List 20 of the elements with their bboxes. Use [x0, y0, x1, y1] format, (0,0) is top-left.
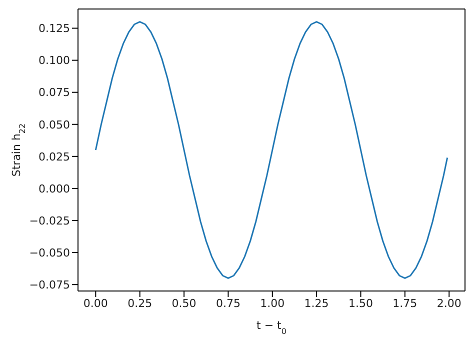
- x-tick-label: 2.00: [436, 296, 462, 310]
- y-tick-label: 0.025: [38, 150, 70, 164]
- y-tick-label: −0.075: [29, 278, 70, 292]
- x-tick-label: 0.50: [172, 296, 196, 310]
- x-tick-label: 1.00: [260, 296, 285, 310]
- y-tick-label: 0.000: [38, 182, 70, 196]
- y-tick-label: −0.025: [29, 214, 70, 228]
- x-tick-label: 1.50: [348, 296, 373, 310]
- y-tick-label: 0.100: [38, 54, 70, 68]
- x-tick-label: 0.75: [216, 296, 240, 310]
- y-tick-label: 0.075: [38, 86, 70, 100]
- y-tick-label: 0.125: [38, 22, 70, 36]
- x-axis-title: t − t$_{0}$: [256, 319, 286, 336]
- line-series: [94, 21, 448, 279]
- y-tick-label: 0.050: [38, 118, 70, 132]
- x-tick-label: 0.00: [83, 296, 108, 310]
- x-tick-label: 1.25: [304, 296, 329, 310]
- x-tick-label: 0.25: [128, 296, 152, 310]
- x-tick-label: 1.75: [392, 296, 418, 310]
- y-tick-label: −0.050: [29, 246, 70, 260]
